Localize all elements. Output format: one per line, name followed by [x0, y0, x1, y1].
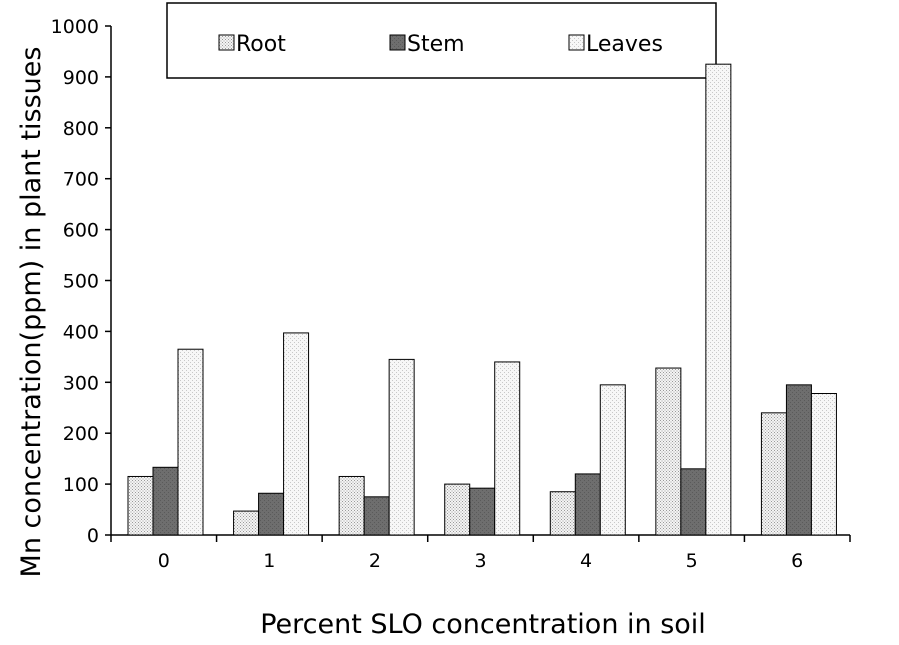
y-tick-label: 1000: [51, 16, 99, 38]
legend: Root Stem Leaves: [166, 2, 717, 79]
bar-root-0: [127, 475, 154, 536]
bar-leaves-1: [283, 332, 310, 536]
bar-stem-6: [785, 384, 812, 536]
legend-frame: [166, 2, 717, 79]
legend-label-stem: Stem: [407, 32, 465, 57]
y-tick-label: 200: [63, 423, 99, 445]
bars: [127, 63, 837, 536]
legend-swatch-leaves: [568, 34, 585, 51]
y-tick-label: 400: [63, 321, 99, 343]
bar-stem-3: [469, 487, 496, 536]
y-tick-label: 100: [63, 474, 99, 496]
bar-stem-5: [680, 468, 707, 536]
bar-root-6: [760, 412, 787, 536]
bar-root-3: [444, 483, 471, 536]
bar-leaves-4: [599, 384, 626, 536]
y-tick-label: 700: [63, 169, 99, 191]
x-tick-label: 1: [263, 550, 275, 572]
x-tick-label: 0: [158, 550, 170, 572]
bar-stem-1: [258, 492, 285, 536]
x-tick-label: 2: [369, 550, 381, 572]
x-tick-label: 6: [791, 550, 803, 572]
legend-swatch-root: [218, 34, 235, 51]
legend-label-leaves: Leaves: [586, 32, 663, 57]
bar-root-2: [338, 475, 365, 536]
bar-leaves-3: [494, 361, 521, 536]
bar-leaves-0: [177, 348, 204, 536]
legend-swatch-stem: [389, 34, 406, 51]
x-tick-label: 4: [580, 550, 592, 572]
x-tick-label: 3: [474, 550, 486, 572]
bar-stem-4: [574, 473, 601, 536]
y-tick-label: 500: [63, 271, 99, 293]
y-tick-label: 600: [63, 220, 99, 242]
y-axis-title: Mn concentration(ppm) in plant tissues: [16, 47, 47, 578]
legend-label-root: Root: [236, 32, 286, 57]
y-tick-label: 300: [63, 372, 99, 394]
bar-root-1: [233, 510, 260, 536]
bar-stem-2: [363, 496, 390, 536]
bar-leaves-2: [388, 358, 415, 536]
bar-leaves-6: [810, 392, 837, 536]
y-tick-label: 0: [87, 525, 99, 547]
y-tick-label: 900: [63, 67, 99, 89]
bar-root-5: [655, 367, 682, 536]
bar-stem-0: [152, 466, 179, 536]
bar-leaves-5: [705, 63, 732, 536]
x-axis-title: Percent SLO concentration in soil: [260, 609, 706, 640]
x-axis: 0 1 2 3 4 5 6: [110, 534, 851, 572]
y-axis: 0 100 200 300 400 500 600 700 800 900 1000: [51, 16, 112, 547]
bar-root-4: [549, 491, 576, 536]
x-tick-label: 5: [686, 550, 698, 572]
y-tick-label: 800: [63, 118, 99, 140]
